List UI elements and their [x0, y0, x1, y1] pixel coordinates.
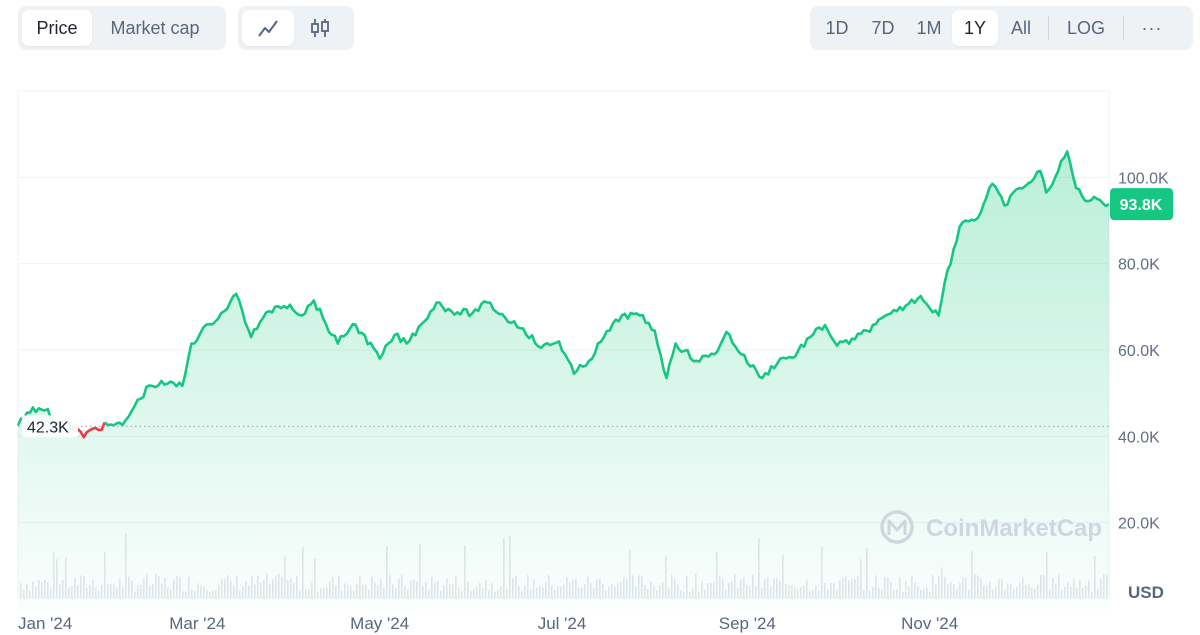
chart-view-toggle [238, 6, 354, 50]
line-chart-button[interactable] [242, 10, 294, 46]
start-price-label: 42.3K [22, 415, 78, 438]
y-tick-label: 20.0K [1118, 516, 1160, 533]
watermark: CoinMarketCap [880, 510, 1102, 544]
price-line-above-start [103, 150, 1110, 427]
y-tick-label: 60.0K [1118, 343, 1160, 360]
toolbar-divider [1048, 16, 1049, 40]
log-scale-toggle[interactable]: LOG [1066, 17, 1105, 38]
y-tick-label: 80.0K [1118, 257, 1160, 274]
coinmarketcap-logo-icon [880, 510, 914, 544]
price-area [18, 151, 1109, 609]
line-chart-icon [258, 20, 278, 37]
watermark-text: CoinMarketCap [926, 515, 1102, 542]
range-1d-tab[interactable]: 1D [825, 17, 849, 38]
currency-unit-label: USD [1128, 583, 1164, 602]
candlestick-button[interactable] [294, 10, 346, 46]
price-tab[interactable]: Price [22, 10, 92, 46]
candlestick-icon [311, 19, 329, 37]
time-range-toggle: 1D 7D 1M 1Y All LOG ··· [810, 6, 1193, 50]
current-price-text: 93.8K [1120, 197, 1163, 214]
price-type-toggle: Price Market cap [18, 6, 226, 50]
toolbar-divider [1123, 16, 1124, 40]
start-price-text: 42.3K [27, 419, 69, 436]
current-price-tag: 93.8K [1110, 188, 1173, 221]
range-1y-tab[interactable]: 1Y [952, 10, 998, 46]
y-tick-label: 100.0K [1118, 170, 1169, 187]
x-tick-label: Jul '24 [538, 614, 587, 633]
y-tick-label: 40.0K [1118, 429, 1160, 446]
more-options-button[interactable]: ··· [1141, 17, 1163, 38]
x-tick-label: Jan '24 [18, 614, 72, 633]
x-tick-label: Nov '24 [901, 614, 958, 633]
range-all-tab[interactable]: All [1010, 17, 1031, 38]
range-7d-tab[interactable]: 7D [871, 17, 895, 38]
x-tick-label: Mar '24 [169, 614, 225, 633]
x-tick-label: Sep '24 [719, 614, 776, 633]
market-cap-tab[interactable]: Market cap [110, 17, 200, 38]
range-1m-tab[interactable]: 1M [916, 17, 942, 38]
price-line-below-start [76, 421, 106, 439]
x-tick-label: May '24 [350, 614, 409, 633]
